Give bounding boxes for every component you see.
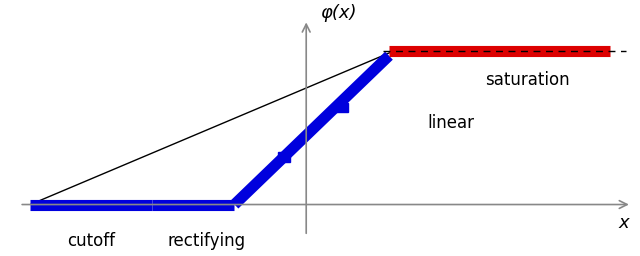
Text: rectifying: rectifying [168, 232, 246, 250]
FancyBboxPatch shape [336, 103, 348, 112]
FancyBboxPatch shape [278, 152, 290, 162]
Text: saturation: saturation [484, 71, 569, 89]
Text: cutoff: cutoff [67, 232, 115, 250]
Text: linear: linear [428, 114, 475, 132]
Text: φ(x): φ(x) [320, 4, 356, 22]
Text: x: x [618, 215, 629, 232]
